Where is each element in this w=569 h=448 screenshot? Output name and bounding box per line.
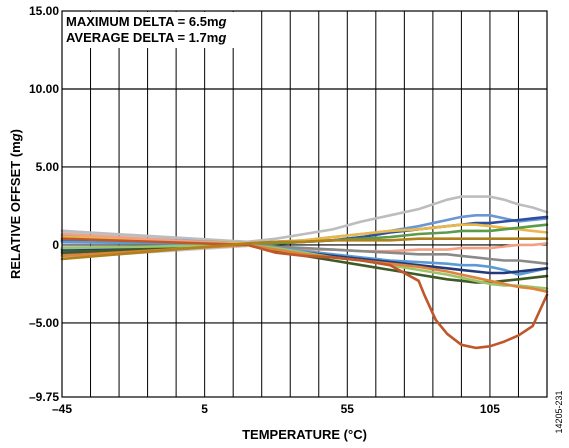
- annotation-background: [63, 12, 251, 48]
- annotation-box: MAXIMUM DELTA = 6.5mg AVERAGE DELTA = 1.…: [63, 12, 251, 48]
- series-line-14: [60, 237, 549, 261]
- y-tick-label: –9.75: [29, 390, 59, 404]
- x-tick-label: 55: [341, 402, 355, 416]
- series-layer: [60, 195, 549, 350]
- plot-frame: [61, 10, 548, 398]
- series-line-7: [60, 243, 549, 265]
- y-tick-label: 15.00: [29, 4, 59, 18]
- x-tick-labels: –45 5 55 105: [52, 402, 500, 416]
- annotation-max-delta: MAXIMUM DELTA = 6.5mg: [66, 14, 227, 29]
- grid-layer: [62, 11, 547, 397]
- y-tick-label: 5.00: [36, 160, 60, 174]
- y-tick-label: 0: [52, 238, 59, 252]
- figure-id: 14205-231: [554, 390, 564, 433]
- x-tick-label: 105: [480, 402, 500, 416]
- annotation-average-delta: AVERAGE DELTA = 1.7mg: [66, 30, 226, 45]
- series-line-13: [60, 237, 549, 350]
- y-tick-label: –5.00: [29, 316, 59, 330]
- x-tick-label: 5: [201, 402, 208, 416]
- y-axis-title: RELATIVE OFFSET (mg): [8, 129, 23, 279]
- series-line-1: [60, 195, 549, 244]
- x-axis-title: TEMPERATURE (°C): [242, 427, 367, 442]
- series-line-12: [60, 243, 549, 293]
- y-tick-labels: 15.00 10.00 5.00 0 –5.00 –9.75: [29, 4, 59, 404]
- y-tick-label: 10.00: [29, 82, 59, 96]
- x-tick-label: –45: [52, 402, 72, 416]
